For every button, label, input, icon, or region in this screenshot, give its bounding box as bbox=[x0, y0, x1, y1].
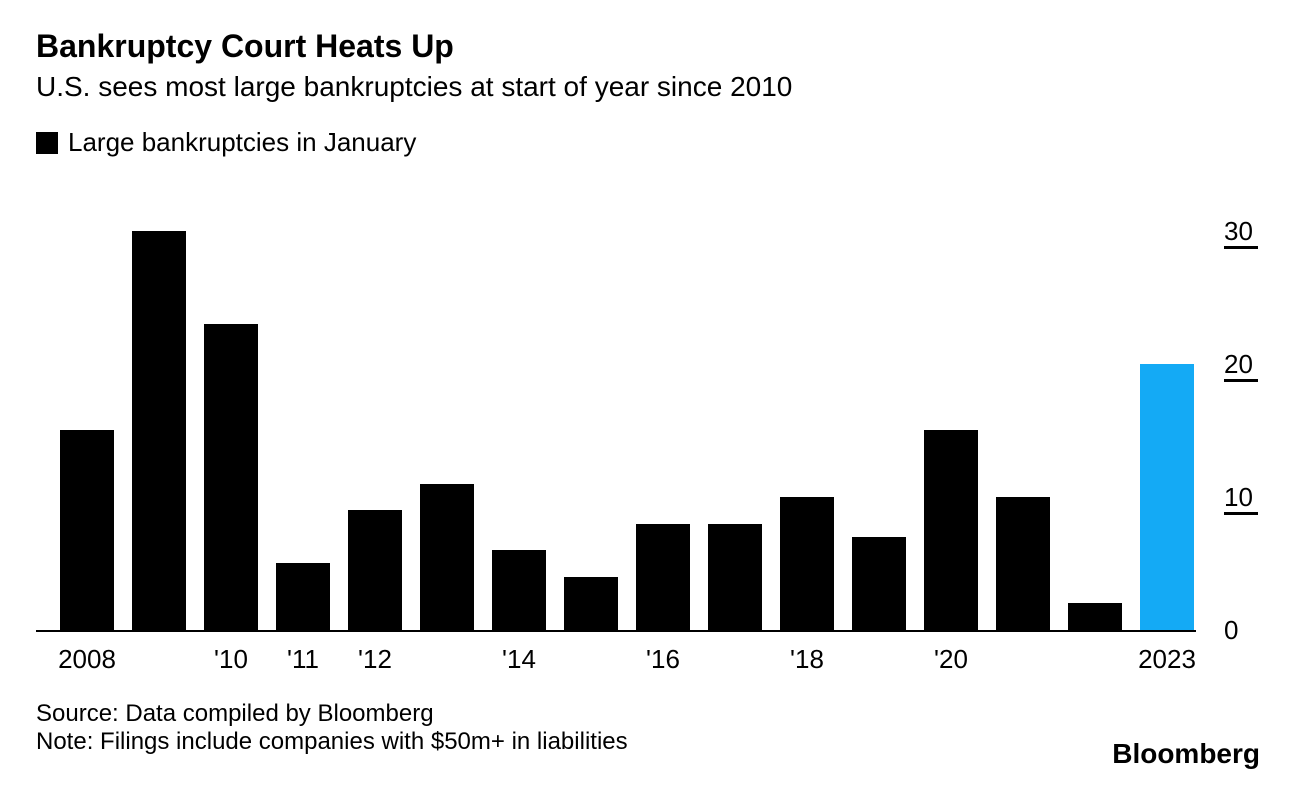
y-tick: 20 bbox=[1224, 349, 1253, 380]
bar bbox=[1068, 603, 1122, 630]
bar bbox=[564, 577, 618, 630]
x-tick-label: '20 bbox=[934, 644, 968, 675]
x-tick-label: '11 bbox=[287, 644, 319, 675]
bar bbox=[708, 524, 762, 631]
bar bbox=[1140, 364, 1194, 630]
y-tick-mark bbox=[1224, 512, 1258, 515]
y-tick-label: 30 bbox=[1224, 216, 1253, 247]
bar bbox=[276, 563, 330, 630]
bar bbox=[924, 430, 978, 630]
note-text: Note: Filings include companies with $50… bbox=[36, 728, 628, 756]
x-tick-label: '14 bbox=[502, 644, 536, 675]
bar bbox=[132, 231, 186, 630]
y-tick: 0 bbox=[1224, 615, 1238, 646]
chart-footer: Source: Data compiled by Bloomberg Note:… bbox=[36, 700, 628, 756]
chart-area: 0 10 20 30 2008 '10 '11 '12 '14 '16 '18 '20 2023 bbox=[0, 14, 1296, 804]
y-tick-label: 0 bbox=[1224, 615, 1238, 646]
x-tick-label: 2023 bbox=[1138, 644, 1196, 675]
brand-logo: Bloomberg bbox=[1112, 738, 1260, 770]
x-tick-label: '12 bbox=[358, 644, 392, 675]
x-tick-label: '16 bbox=[646, 644, 680, 675]
chart-container: Bankruptcy Court Heats Up U.S. sees most… bbox=[0, 0, 1296, 790]
y-tick-mark bbox=[1224, 246, 1258, 249]
y-tick-label: 10 bbox=[1224, 482, 1253, 513]
bar bbox=[348, 510, 402, 630]
bar bbox=[636, 524, 690, 631]
x-tick-label: 2008 bbox=[58, 644, 116, 675]
bar bbox=[852, 537, 906, 630]
bar bbox=[492, 550, 546, 630]
bar bbox=[204, 324, 258, 630]
y-tick-label: 20 bbox=[1224, 349, 1253, 380]
y-tick: 30 bbox=[1224, 216, 1253, 247]
x-tick-label: '10 bbox=[214, 644, 248, 675]
x-tick-label: '18 bbox=[790, 644, 824, 675]
source-text: Source: Data compiled by Bloomberg bbox=[36, 700, 628, 728]
y-tick: 10 bbox=[1224, 482, 1253, 513]
y-tick-mark bbox=[1224, 379, 1258, 382]
bar bbox=[420, 484, 474, 630]
bar bbox=[60, 430, 114, 630]
bar bbox=[780, 497, 834, 630]
bar bbox=[996, 497, 1050, 630]
x-axis-baseline bbox=[36, 630, 1196, 632]
